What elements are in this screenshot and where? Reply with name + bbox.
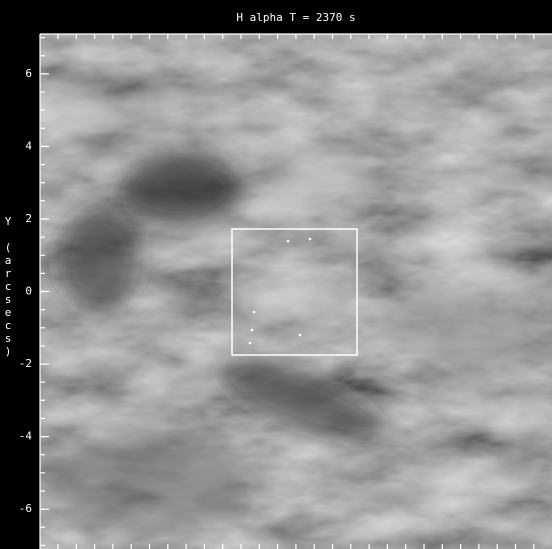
y-axis-label: Y (arcsecs) — [2, 215, 15, 358]
y-tick-label: 6 — [25, 67, 32, 80]
y-tick-label: 2 — [25, 212, 32, 225]
region-box — [231, 228, 358, 356]
y-tick-label: 4 — [25, 139, 32, 152]
y-tick-label: -4 — [19, 430, 33, 443]
solar-image — [40, 34, 552, 549]
chart-title: H alpha T = 2370 s — [236, 11, 355, 24]
y-tick-label: 0 — [25, 285, 32, 298]
markers — [248, 237, 312, 345]
y-tick-label: -2 — [19, 357, 32, 370]
y-tick-label: -6 — [19, 502, 32, 515]
